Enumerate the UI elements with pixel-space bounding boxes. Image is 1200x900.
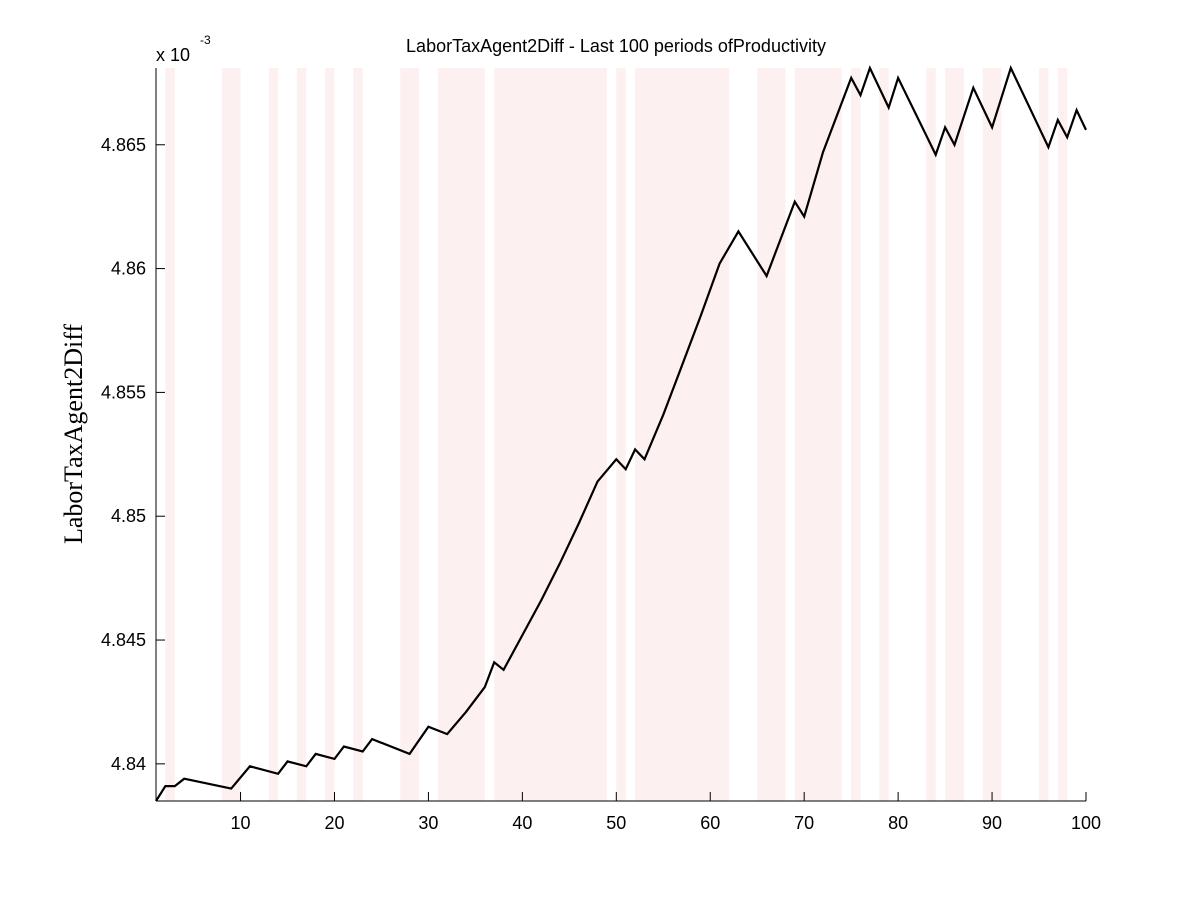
y-tick-label: 4.855	[101, 382, 146, 402]
x-tick-label: 30	[418, 813, 438, 833]
shaded-band	[494, 68, 607, 801]
y-exponent-base: x 10	[156, 45, 190, 65]
x-tick-label: 40	[512, 813, 532, 833]
y-tick-label: 4.85	[111, 506, 146, 526]
shaded-band	[982, 68, 1002, 801]
x-tick-label: 70	[794, 813, 814, 833]
shaded-band	[400, 68, 420, 801]
shaded-band	[851, 68, 861, 801]
shaded-band	[1057, 68, 1068, 801]
shaded-band	[945, 68, 964, 801]
shaded-band	[879, 68, 889, 801]
chart-title: LaborTaxAgent2Diff - Last 100 periods of…	[406, 36, 826, 56]
x-tick-label: 60	[700, 813, 720, 833]
y-tick-label: 4.865	[101, 135, 146, 155]
shaded-band	[165, 68, 175, 801]
y-axis-label: LaborTaxAgent2Diff	[59, 324, 88, 544]
shaded-band	[1039, 68, 1049, 801]
tick-labels: 10 20 30 40 50 60 70 80 90 100 4.84 4.845 4.85 4.855 4…	[101, 135, 1101, 833]
shaded-band	[616, 68, 626, 801]
shaded-band	[757, 68, 786, 801]
y-tick-label: 4.845	[101, 630, 146, 650]
shaded-band	[221, 68, 241, 801]
axes	[155, 68, 1087, 802]
x-tick-label: 100	[1071, 813, 1101, 833]
y-tick-label: 4.84	[111, 754, 146, 774]
shaded-band	[794, 68, 842, 801]
shaded-band	[296, 68, 307, 801]
series-layer	[155, 64, 1087, 802]
series-line	[155, 64, 1087, 802]
shaded-band	[353, 68, 363, 801]
x-tick-label: 50	[606, 813, 626, 833]
x-tick-label: 20	[324, 813, 344, 833]
shaded-band	[325, 68, 335, 801]
x-tick-label: 80	[888, 813, 908, 833]
shaded-periods	[165, 68, 1068, 801]
shaded-band	[268, 68, 279, 801]
shaded-band	[635, 68, 730, 801]
x-tick-label: 90	[982, 813, 1002, 833]
y-exponent-power: -3	[200, 33, 211, 47]
y-tick-label: 4.86	[111, 259, 146, 279]
x-tick-label: 10	[231, 813, 251, 833]
shaded-band	[926, 68, 936, 801]
shaded-band	[437, 68, 485, 801]
